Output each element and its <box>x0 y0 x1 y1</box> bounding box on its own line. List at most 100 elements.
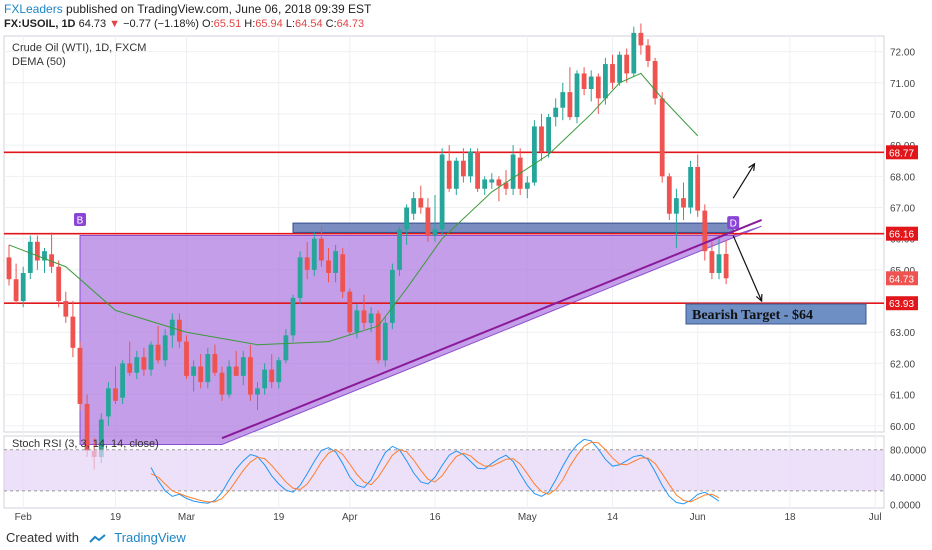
candle[interactable] <box>233 350 239 376</box>
candle[interactable] <box>290 294 296 342</box>
candle[interactable] <box>382 316 388 367</box>
candle[interactable] <box>624 48 630 83</box>
candle[interactable] <box>716 238 722 280</box>
candle[interactable] <box>6 244 12 286</box>
candle[interactable] <box>191 360 196 392</box>
candle[interactable] <box>56 260 62 308</box>
candle[interactable] <box>546 113 551 158</box>
candle[interactable] <box>340 248 346 298</box>
candle[interactable] <box>333 244 338 283</box>
candle[interactable] <box>610 54 615 90</box>
candle[interactable] <box>162 329 168 367</box>
candle[interactable] <box>42 248 47 273</box>
candle[interactable] <box>276 357 282 389</box>
candle[interactable] <box>184 335 189 379</box>
candle[interactable] <box>134 350 140 379</box>
candle[interactable] <box>269 354 275 389</box>
candle[interactable] <box>84 394 90 457</box>
candle[interactable] <box>496 176 502 202</box>
candle[interactable] <box>482 176 488 196</box>
candle[interactable] <box>418 185 424 214</box>
candle[interactable] <box>709 241 715 280</box>
candle[interactable] <box>127 341 133 376</box>
candle[interactable] <box>70 301 76 358</box>
candle[interactable] <box>240 350 246 386</box>
candle[interactable] <box>453 157 459 196</box>
candle[interactable] <box>297 251 303 305</box>
candle[interactable] <box>35 235 40 270</box>
candle[interactable] <box>432 195 438 242</box>
candle[interactable] <box>49 232 54 273</box>
candle[interactable] <box>390 263 395 330</box>
candle[interactable] <box>688 160 693 214</box>
candle[interactable] <box>631 26 637 77</box>
candle[interactable] <box>524 176 530 199</box>
candle[interactable] <box>553 98 559 127</box>
candle[interactable] <box>219 366 225 401</box>
candle[interactable] <box>617 51 622 86</box>
candle[interactable] <box>666 173 672 220</box>
candle[interactable] <box>361 294 367 330</box>
candle[interactable] <box>468 148 473 183</box>
candle[interactable] <box>226 360 232 398</box>
candle[interactable] <box>113 366 118 404</box>
candle[interactable] <box>248 344 253 401</box>
candle[interactable] <box>326 248 331 283</box>
candle[interactable] <box>347 288 353 336</box>
candle[interactable] <box>155 325 161 364</box>
candle[interactable] <box>581 67 587 96</box>
candle[interactable] <box>411 191 417 220</box>
candle[interactable] <box>638 23 644 55</box>
candle[interactable] <box>425 198 431 242</box>
candle[interactable] <box>397 226 402 277</box>
candle[interactable] <box>489 173 495 189</box>
candle[interactable] <box>652 57 658 105</box>
candle[interactable] <box>255 382 260 411</box>
candle[interactable] <box>723 240 729 285</box>
candle[interactable] <box>645 39 651 68</box>
candle[interactable] <box>588 70 594 102</box>
candle[interactable] <box>595 73 601 114</box>
candle[interactable] <box>461 148 466 183</box>
candle[interactable] <box>212 344 218 376</box>
candle[interactable] <box>404 204 409 245</box>
candle[interactable] <box>198 354 204 389</box>
candle[interactable] <box>475 148 480 192</box>
candle[interactable] <box>205 347 211 389</box>
candle[interactable] <box>532 120 537 186</box>
candle[interactable] <box>659 92 665 183</box>
candle-body <box>134 357 140 373</box>
candle[interactable] <box>77 341 83 411</box>
candle[interactable] <box>603 57 608 105</box>
candle[interactable] <box>141 347 147 376</box>
candle[interactable] <box>375 310 381 364</box>
candle[interactable] <box>567 67 573 121</box>
candle[interactable] <box>702 204 708 261</box>
candle[interactable] <box>560 82 566 121</box>
candle[interactable] <box>106 382 111 426</box>
candle[interactable] <box>177 313 182 348</box>
candle[interactable] <box>674 188 679 249</box>
candle[interactable] <box>681 182 686 220</box>
candle[interactable] <box>283 329 289 364</box>
candle[interactable] <box>510 145 516 196</box>
price-tick-label: 67.00 <box>890 203 915 214</box>
candle[interactable] <box>311 232 317 277</box>
candle[interactable] <box>319 226 324 267</box>
candle[interactable] <box>27 235 33 280</box>
candle[interactable] <box>304 241 310 280</box>
tradingview-brand[interactable]: TradingView <box>114 530 186 545</box>
price-chart[interactable]: B D Bearish Target - $64 Crude Oil (WTI), 1… <box>0 0 932 524</box>
candle[interactable] <box>13 263 19 305</box>
candle[interactable] <box>695 154 701 217</box>
candle[interactable] <box>63 291 69 323</box>
candle[interactable] <box>20 266 26 308</box>
publisher-link[interactable]: FXLeaders <box>4 2 63 16</box>
candle[interactable] <box>439 148 445 236</box>
candle[interactable] <box>120 360 125 404</box>
candle[interactable] <box>539 113 544 161</box>
candle[interactable] <box>148 341 154 376</box>
candle[interactable] <box>262 363 267 395</box>
candle[interactable] <box>574 70 580 124</box>
candle[interactable] <box>446 145 452 192</box>
